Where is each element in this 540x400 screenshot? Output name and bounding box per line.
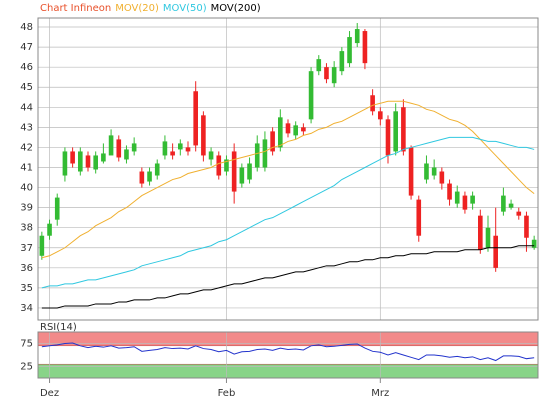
legend: Chart Infineon MOV(20) MOV(50) MOV(200) [40, 3, 261, 14]
y-tick-label: 40 [20, 183, 33, 194]
candle-body [278, 117, 283, 148]
plot-area [38, 18, 538, 320]
candle-body [524, 215, 529, 238]
y-tick-label: 75 [20, 339, 33, 350]
x-tick-label: Mrz [371, 388, 389, 399]
candle-body [485, 227, 491, 248]
ma-line [41, 136, 535, 289]
candle-body [401, 107, 406, 152]
candle-body [285, 123, 291, 134]
candle-body [501, 195, 506, 212]
y-tick-label: 38 [20, 223, 33, 234]
candle-body [270, 131, 275, 152]
ma-line [41, 245, 535, 309]
candle-body [54, 197, 60, 220]
candle-body [424, 163, 429, 180]
candle-body [478, 215, 483, 250]
candle-body [408, 147, 414, 196]
y-tick-label: 36 [20, 263, 33, 274]
candle-body [39, 235, 45, 256]
y-tick-label: 37 [20, 243, 33, 254]
candle-body [293, 125, 298, 136]
panel-title: RSI(14) [40, 322, 77, 333]
candle-body [108, 135, 114, 156]
candle-body [224, 159, 229, 172]
candle-body [431, 167, 437, 176]
candle-body [447, 183, 452, 200]
candle-body [170, 151, 175, 156]
candle-body [208, 151, 214, 160]
candle-body [247, 163, 252, 180]
y-tick-label: 46 [20, 62, 33, 73]
chart-title: Chart Infineon [40, 3, 111, 14]
legend-entry: MOV(200) [211, 3, 261, 14]
y-tick-label: 44 [20, 102, 33, 113]
legend-entry: MOV(50) [163, 3, 207, 14]
candle-body [239, 167, 245, 184]
y-tick-label: 35 [20, 283, 33, 294]
candle-body [154, 163, 160, 176]
candle-body [216, 155, 222, 176]
y-tick-label: 43 [20, 122, 33, 133]
y-tick-label: 25 [20, 362, 33, 373]
candle-body [493, 235, 498, 268]
ma-line [41, 100, 535, 259]
candle-body [362, 31, 368, 64]
y-tick-label: 45 [20, 82, 33, 93]
x-tick-label: Dez [40, 388, 59, 399]
y-tick-label: 42 [20, 142, 33, 153]
candle-body [147, 171, 152, 182]
y-tick-label: 41 [20, 162, 33, 173]
candle-body [508, 203, 514, 208]
x-tick-label: Feb [218, 388, 236, 399]
candle-body [62, 151, 68, 176]
candle-body [324, 67, 329, 80]
candle-body [124, 149, 129, 160]
candle-body [162, 141, 168, 156]
candle-body [378, 111, 383, 120]
candle-body [262, 139, 268, 168]
candle-body [393, 111, 398, 152]
candle-body [531, 239, 537, 248]
candle-body [116, 139, 122, 158]
y-tick-label: 34 [20, 303, 33, 314]
candle-body [193, 91, 198, 146]
candle-body [347, 37, 352, 64]
candle-body [385, 119, 391, 156]
candle-body [93, 155, 98, 170]
candle-body [516, 211, 522, 216]
plot-border [37, 331, 539, 379]
legend-entry: MOV(20) [115, 3, 159, 14]
candle-body [454, 191, 460, 204]
y-tick-label: 39 [20, 203, 33, 214]
candle-body [47, 223, 52, 236]
candle-body [370, 95, 375, 112]
y-tick-label: 47 [20, 42, 33, 53]
rsi-line [41, 342, 535, 362]
candle-body [101, 153, 106, 162]
candle-body [139, 171, 145, 184]
candle-body [439, 171, 445, 184]
candle-body [354, 29, 360, 44]
candle-body [339, 51, 345, 72]
candle-body [316, 59, 322, 72]
candle-body [462, 195, 468, 210]
candle-body [416, 199, 422, 236]
plot-border [37, 17, 539, 321]
candle-body [131, 143, 137, 152]
candle-body [308, 71, 314, 120]
candle-body [178, 143, 183, 150]
candle-body [185, 147, 191, 152]
candle-body [70, 151, 75, 164]
candle-body [470, 195, 475, 204]
y-tick-label: 48 [20, 22, 33, 33]
candle-body [201, 115, 206, 156]
candle-body [331, 67, 337, 84]
candle-body [78, 151, 83, 172]
candle-body [301, 127, 306, 132]
candle-body [85, 155, 91, 168]
candle-body [231, 151, 237, 192]
candle-body [254, 143, 260, 168]
